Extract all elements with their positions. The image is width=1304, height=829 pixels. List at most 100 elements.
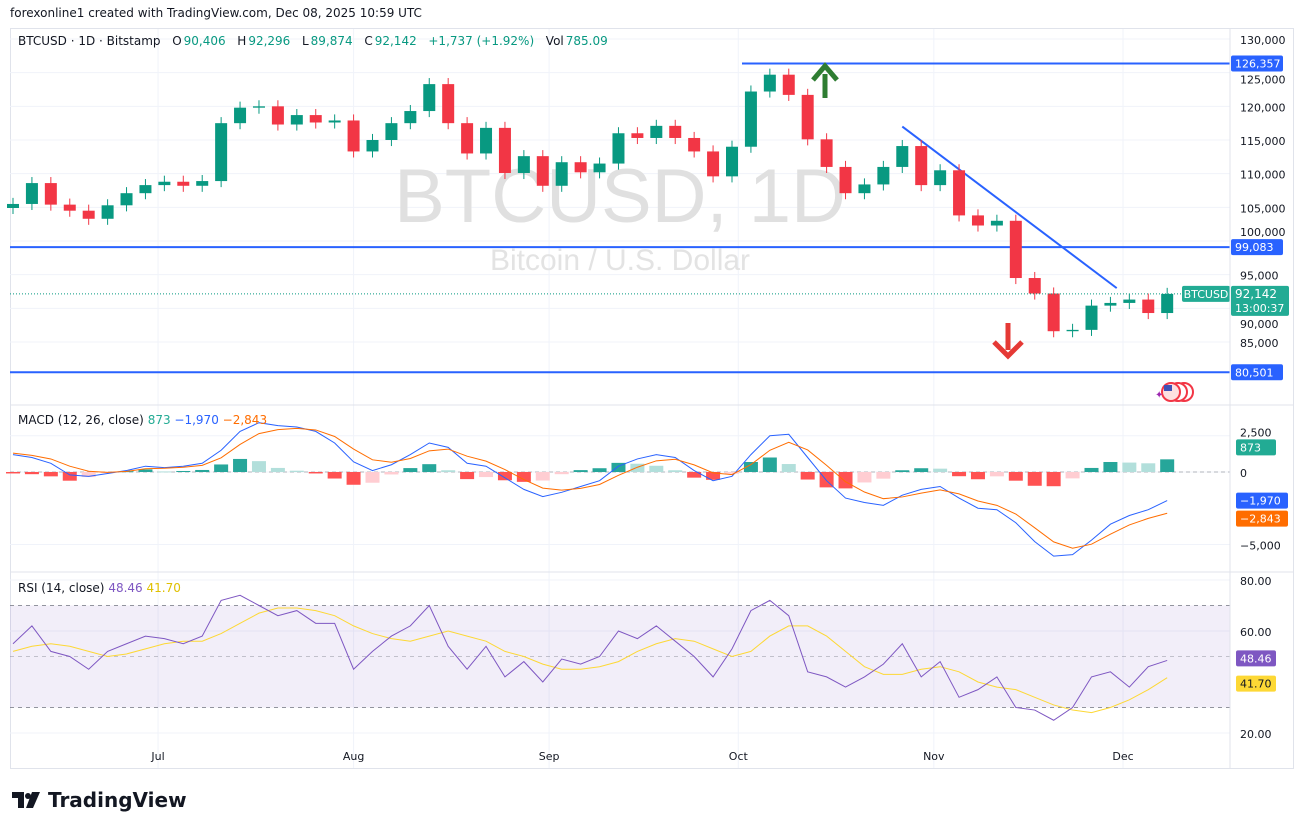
candle-body <box>971 215 984 226</box>
axes: 126,35799,08380,50192,14213:00:37873−1,9… <box>150 34 1289 763</box>
macd-histogram-bar <box>724 472 739 474</box>
candle-body <box>1161 293 1174 314</box>
level-price-tag <box>1231 55 1283 72</box>
high-value: 92,296 <box>248 34 291 48</box>
chart-credit: forexonline1 created with TradingView.co… <box>10 6 422 20</box>
candle-body <box>366 139 379 152</box>
macd-histogram-bar <box>933 468 948 472</box>
macd-histogram-bar <box>460 472 475 480</box>
macd-label: MACD (12, 26, close) <box>18 413 144 427</box>
watermark-subtitle: Bitcoin / U.S. Dollar <box>490 244 750 277</box>
high-label: H <box>237 34 247 48</box>
candle-body <box>631 133 644 138</box>
us-flag-events-icon[interactable]: ✦ <box>1155 382 1194 402</box>
candle-body <box>517 156 530 173</box>
candle-body <box>101 205 114 219</box>
last-price-tag <box>1231 285 1289 316</box>
macd-histogram-bar <box>327 472 342 479</box>
chart-frame <box>10 28 1294 769</box>
macd-histogram-bar <box>687 472 702 478</box>
macd-legend[interactable]: MACD (12, 26, close) 873 −1,970 −2,843 <box>18 413 267 427</box>
macd-pane <box>6 422 1230 557</box>
low-label: L <box>301 34 309 48</box>
macd-histogram-bar <box>289 470 304 472</box>
candle-body <box>593 163 606 173</box>
rsi-tick-label: 60.00 <box>1240 626 1272 639</box>
macd-histogram-bar <box>497 472 512 481</box>
candle-body <box>536 156 549 186</box>
rsi-ma-tag-label: 41.70 <box>1240 678 1272 691</box>
rsi-tick-label: 20.00 <box>1240 728 1272 741</box>
level-price-tag <box>1231 364 1283 381</box>
open-value: 90,406 <box>183 34 226 48</box>
macd-signal-line <box>12 427 1168 549</box>
macd-histogram-bar <box>1065 472 1080 479</box>
tradingview-logo[interactable]: TradingView <box>12 788 187 812</box>
macd-tick-label: −5,000 <box>1240 540 1281 553</box>
arrow-down-icon <box>992 323 1024 360</box>
macd-histogram-bar <box>6 472 20 474</box>
macd-histogram-bar <box>308 472 323 474</box>
macd-histogram-bar <box>195 469 210 472</box>
candle-body <box>234 107 247 124</box>
tradingview-logo-icon <box>12 792 40 808</box>
macd-hist-tag-label: 873 <box>1240 441 1261 454</box>
candle-body <box>990 220 1003 226</box>
candle-body <box>707 151 720 177</box>
volume-label: Vol <box>545 34 564 48</box>
symbol-info[interactable]: BTCUSD · 1D · Bitstamp <box>18 34 161 48</box>
candle-body <box>744 91 757 147</box>
macd-histogram-bar <box>800 472 815 480</box>
rsi-legend[interactable]: RSI (14, close) 48.46 41.70 <box>18 581 181 595</box>
last-price-label: 92,142 <box>1235 287 1277 301</box>
rsi-label: RSI (14, close) <box>18 581 105 595</box>
candle-body <box>25 183 38 204</box>
candle-body <box>385 123 398 140</box>
macd-histogram-bar <box>138 469 153 472</box>
macd-histogram-bar <box>1027 472 1042 486</box>
macd-histogram-bar <box>43 472 58 477</box>
candle-body <box>290 115 303 125</box>
rsi-ma-line <box>12 607 1168 714</box>
candle-body <box>688 137 701 152</box>
logo-text: TradingView <box>48 788 187 812</box>
macd-hist-tag <box>1236 439 1276 456</box>
candle-body <box>271 106 284 125</box>
candle-body <box>82 210 95 219</box>
time-tick-label: Sep <box>539 750 560 763</box>
macd-histogram-bar <box>895 470 910 472</box>
candle-body <box>480 127 493 154</box>
time-tick-label: Aug <box>343 750 364 763</box>
symbol-tag-label: BTCUSD <box>1184 288 1229 301</box>
macd-histogram-bar <box>251 461 266 472</box>
close-value: 92,142 <box>374 34 417 48</box>
candle-body <box>574 162 587 173</box>
price-tick-label: 120,000 <box>1240 101 1286 114</box>
candle-body <box>725 146 738 177</box>
macd-histogram-bar <box>1141 463 1156 472</box>
candle-body <box>442 84 455 124</box>
candle-body <box>215 123 228 182</box>
macd-histogram-bar <box>233 458 248 472</box>
macd-histogram-bar <box>422 464 437 472</box>
candle-body <box>7 203 19 208</box>
candle-body <box>1142 299 1155 314</box>
macd-histogram-bar <box>365 472 380 483</box>
candle-body <box>650 125 663 138</box>
candle-body <box>915 146 928 186</box>
arrow-up-icon <box>811 62 839 98</box>
candle-body <box>1085 305 1098 330</box>
macd-histogram-bar <box>668 470 683 472</box>
candle-body <box>1123 299 1136 303</box>
rsi-line <box>12 594 1168 721</box>
price-tick-label: 90,000 <box>1240 318 1279 331</box>
candle-body <box>763 74 776 92</box>
candle-body <box>177 181 190 186</box>
candle-body <box>1047 293 1060 332</box>
macd-histogram-bar <box>535 472 550 481</box>
macd-histogram-bar <box>762 457 777 472</box>
level-price-tag <box>1231 239 1283 256</box>
macd-signal-tag-label: −2,843 <box>1240 513 1281 526</box>
price-tick-label: 105,000 <box>1240 202 1286 215</box>
